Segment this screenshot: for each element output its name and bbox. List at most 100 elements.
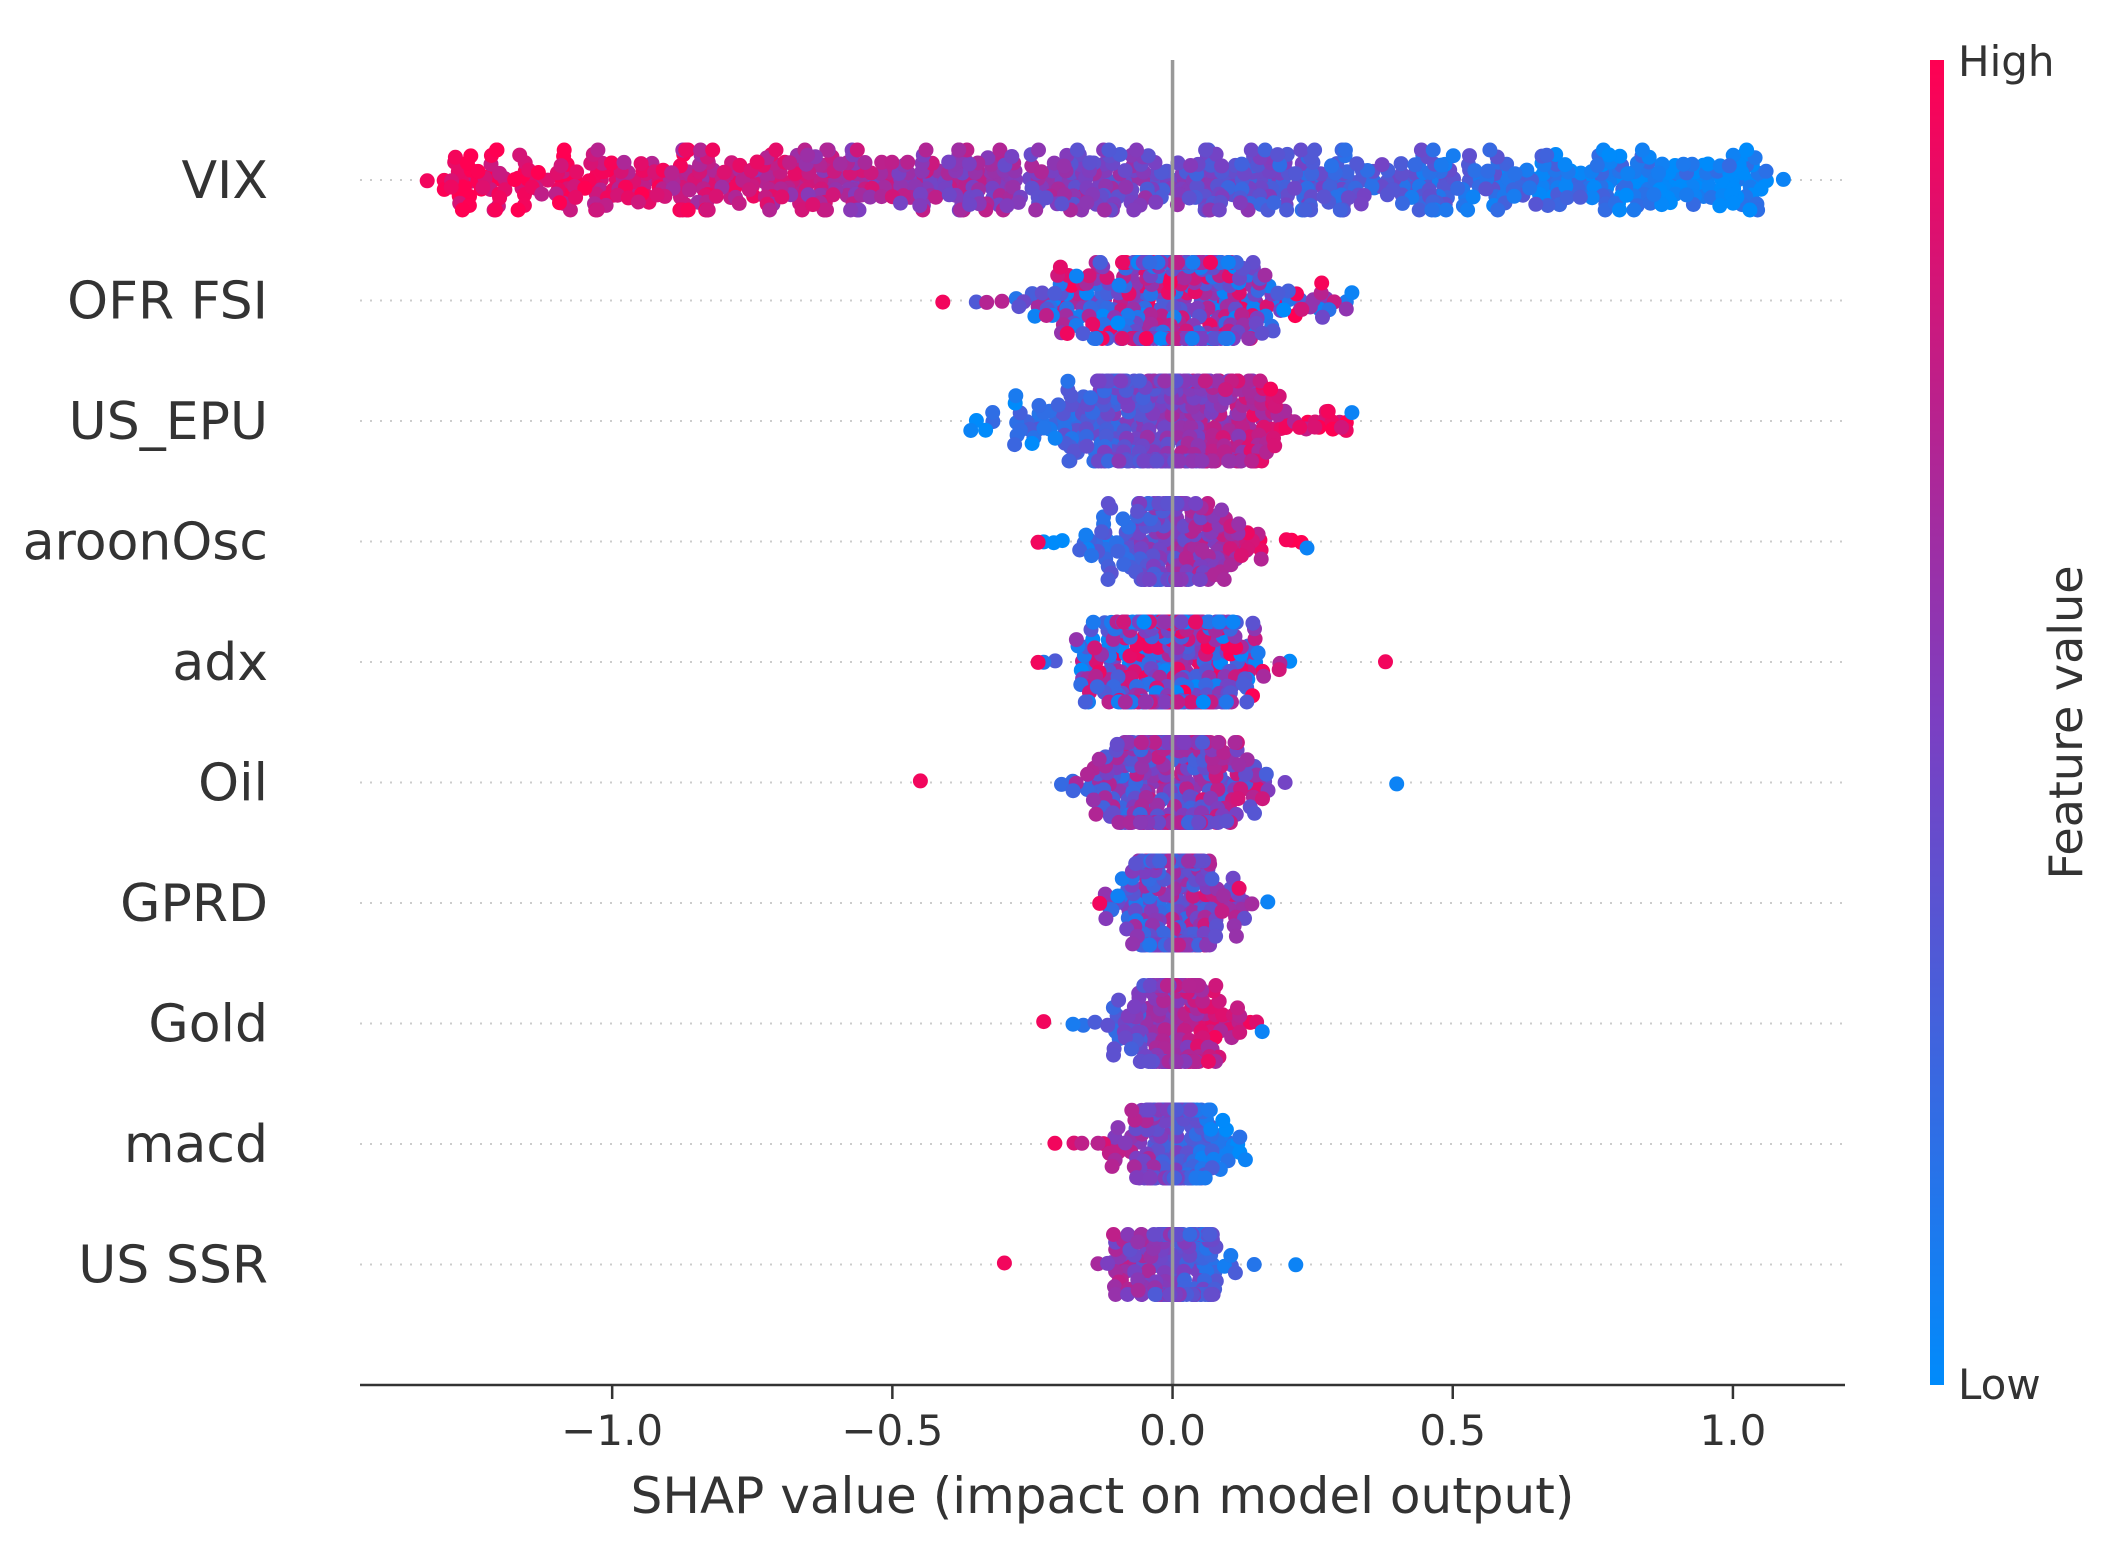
- shap-dot: [1557, 157, 1573, 173]
- shap-dot: [1114, 331, 1130, 346]
- shap-dot: [843, 202, 859, 218]
- shap-dot: [1065, 783, 1081, 799]
- shap-dot: [731, 195, 747, 211]
- shap-dot: [884, 154, 900, 170]
- shap-dot: [1153, 331, 1169, 346]
- shap-dot: [489, 142, 504, 158]
- shap-dot: [1098, 911, 1114, 927]
- shap-dot: [1156, 993, 1172, 1009]
- shap-dot: [1078, 527, 1094, 543]
- shap-dot: [1141, 1102, 1157, 1118]
- shap-dot: [577, 180, 593, 196]
- shap-dot: [1054, 533, 1070, 549]
- shap-dot: [1034, 285, 1050, 301]
- shap-dot: [1395, 195, 1410, 211]
- shap-dot: [912, 773, 928, 789]
- shap-dot: [590, 142, 606, 158]
- shap-dot: [1147, 735, 1162, 750]
- shap-dot: [951, 142, 967, 158]
- shap-dot: [1188, 614, 1203, 630]
- shap-dot: [1374, 157, 1390, 173]
- shap-dot: [1100, 572, 1116, 587]
- shap-dot: [1231, 880, 1247, 896]
- x-tick-label: 0.5: [1419, 1406, 1486, 1455]
- shap-dot: [1004, 149, 1020, 164]
- shap-dot: [1216, 572, 1232, 587]
- shap-dot: [1092, 895, 1108, 911]
- shap-dot: [1257, 142, 1273, 158]
- shap-dot: [568, 189, 584, 205]
- shap-dot: [1271, 662, 1287, 678]
- x-tick-label: −0.5: [841, 1406, 943, 1455]
- shap-dot: [1171, 937, 1186, 953]
- shap-dot: [1047, 285, 1063, 301]
- shap-dot: [1277, 775, 1293, 790]
- shap-dot: [1215, 1112, 1231, 1128]
- shap-dot: [1413, 142, 1429, 158]
- shap-dot: [1203, 1287, 1219, 1302]
- shap-dot: [749, 154, 765, 170]
- shap-dot: [1149, 453, 1165, 469]
- shap-dot: [1126, 999, 1142, 1015]
- shap-dot: [1054, 196, 1070, 212]
- shap-dot: [1128, 856, 1144, 872]
- shap-dot: [1140, 1263, 1156, 1279]
- shap-dot: [1122, 648, 1138, 664]
- feature-label: macd: [124, 1115, 268, 1175]
- shap-dot: [1220, 255, 1236, 270]
- shap-dot: [1072, 542, 1088, 558]
- shap-dot: [1270, 285, 1286, 301]
- shap-dot: [1031, 142, 1046, 158]
- shap-dot: [1082, 155, 1098, 171]
- shap-dot: [1084, 548, 1099, 564]
- shap-dot: [1111, 814, 1127, 830]
- shap-dot: [1157, 614, 1173, 630]
- shap-dot: [1011, 299, 1027, 315]
- shap-dot: [1100, 496, 1116, 511]
- shap-dot: [1136, 614, 1152, 630]
- shap-dot: [1123, 1041, 1139, 1057]
- shap-dot: [1360, 163, 1375, 178]
- shap-dot: [716, 164, 732, 180]
- colorbar-title: Feature value: [2039, 565, 2093, 879]
- shap-dot: [1438, 202, 1454, 218]
- shap-dot: [1465, 189, 1481, 205]
- shap-dot: [1288, 1257, 1304, 1273]
- shap-dot: [1304, 166, 1320, 182]
- shap-dot: [1088, 331, 1104, 346]
- shap-dot: [492, 165, 508, 181]
- shap-dot: [1038, 308, 1054, 323]
- shap-dot: [1334, 419, 1349, 435]
- shap-dot: [1069, 268, 1084, 284]
- shap-dot: [1218, 382, 1233, 398]
- shap-dot: [1079, 438, 1095, 454]
- shap-dot: [1758, 163, 1774, 179]
- shap-dot: [1068, 632, 1084, 648]
- x-tick-label: 0.0: [1139, 1406, 1206, 1455]
- shap-dot: [562, 202, 578, 218]
- shap-dot: [589, 202, 605, 218]
- shap-dot: [1263, 381, 1279, 397]
- shap-dot: [1253, 551, 1269, 567]
- shap-dot: [1393, 156, 1409, 172]
- shap-dot: [1038, 190, 1054, 206]
- shap-dot: [819, 142, 835, 158]
- feature-label: aroonOsc: [23, 513, 268, 573]
- shap-dot: [1210, 735, 1226, 750]
- shap-dot: [1096, 202, 1112, 218]
- shap-dot: [1559, 190, 1575, 206]
- shap-dot: [1214, 903, 1230, 919]
- shap-dot: [1739, 142, 1755, 158]
- shap-dot: [1030, 654, 1046, 670]
- shap-dot: [1297, 202, 1313, 218]
- shap-dot: [782, 155, 798, 171]
- shap-dot: [1411, 202, 1427, 218]
- shap-dot: [1292, 419, 1308, 435]
- shap-dot: [1054, 776, 1069, 792]
- shap-dot: [1138, 331, 1154, 346]
- shap-dot: [1700, 156, 1716, 172]
- shap-dot: [1389, 776, 1405, 792]
- shap-dot: [1211, 614, 1227, 630]
- shap-dot: [1467, 163, 1483, 179]
- x-axis-ticks: −1.0 −0.5 0.0 0.5 1.0: [561, 1385, 1766, 1455]
